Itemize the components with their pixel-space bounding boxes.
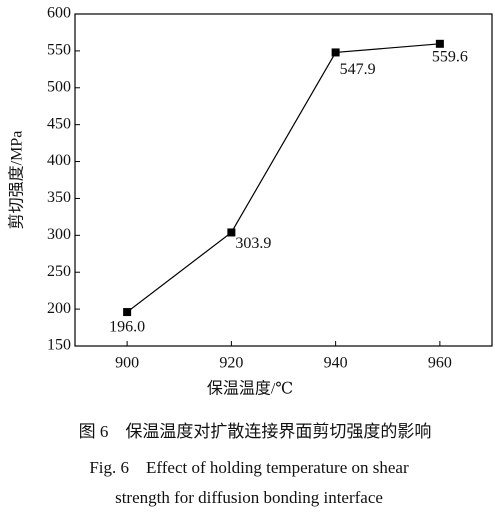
data-point (435, 39, 444, 48)
y-tick-label: 200 (47, 300, 71, 317)
y-tick-label: 150 (47, 337, 71, 354)
y-tick-label: 250 (47, 263, 71, 280)
data-label: 303.9 (235, 235, 271, 252)
data-point (331, 48, 340, 57)
data-line (126, 43, 440, 313)
data-label: 559.6 (432, 48, 468, 65)
y-tick-label: 450 (47, 115, 71, 132)
caption-en-line: Fig. 6 Effect of holding temperature on … (89, 458, 409, 477)
plot-frame (74, 13, 493, 347)
x-axis-label: 保温温度/℃ (207, 380, 293, 398)
data-point (123, 308, 132, 317)
x-tick-label: 960 (428, 355, 452, 372)
x-tick-label: 900 (115, 355, 139, 372)
x-tick-label: 920 (219, 355, 243, 372)
y-tick-label: 350 (47, 189, 71, 206)
y-tick-label: 400 (47, 152, 71, 169)
y-tick-label: 300 (47, 226, 71, 243)
data-label: 547.9 (340, 61, 376, 78)
caption-cn: 图 6 保温温度对扩散连接界面剪切强度的影响 (79, 422, 432, 441)
y-tick-label: 550 (47, 42, 71, 59)
caption-en-line: strength for diffusion bonding interface (115, 488, 383, 507)
x-tick-label: 940 (324, 355, 348, 372)
y-axis-label: 剪切强度/MPa (8, 131, 26, 230)
y-tick-label: 600 (47, 5, 71, 22)
data-label: 196.0 (109, 319, 145, 336)
y-tick-label: 500 (47, 78, 71, 95)
data-point (227, 228, 236, 237)
